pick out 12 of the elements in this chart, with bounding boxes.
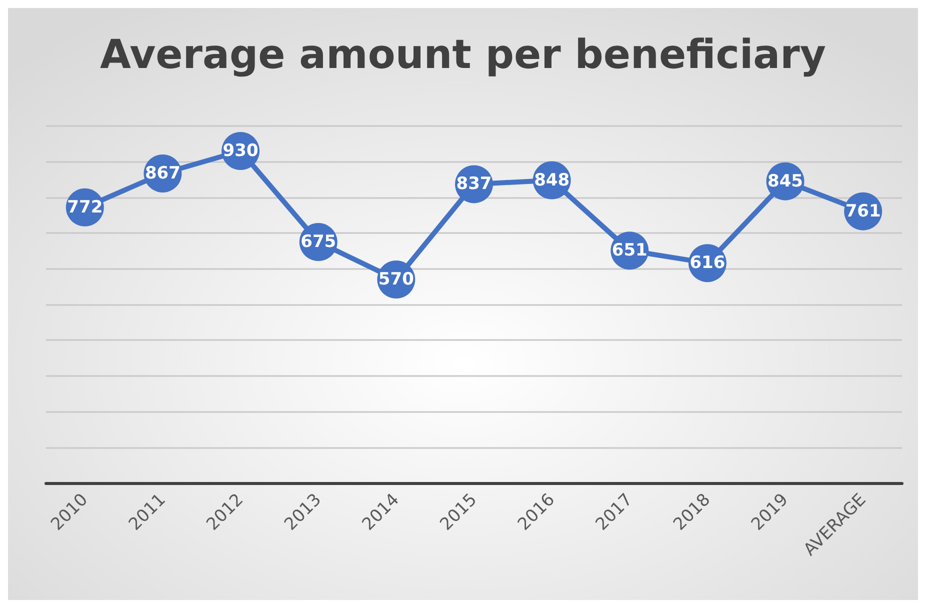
data-label: 837	[456, 174, 492, 194]
data-label: 761	[845, 201, 881, 222]
data-label: 570	[378, 270, 414, 290]
chart-title: Average amount per beneficiary	[100, 32, 826, 78]
data-label: 772	[67, 197, 103, 218]
data-label: 930	[222, 140, 258, 161]
data-label: 845	[768, 171, 804, 192]
data-label: 867	[144, 163, 180, 184]
data-label: 616	[690, 253, 726, 274]
data-label: 675	[300, 232, 336, 252]
data-label: 848	[534, 170, 570, 190]
data-label: 651	[612, 240, 648, 261]
